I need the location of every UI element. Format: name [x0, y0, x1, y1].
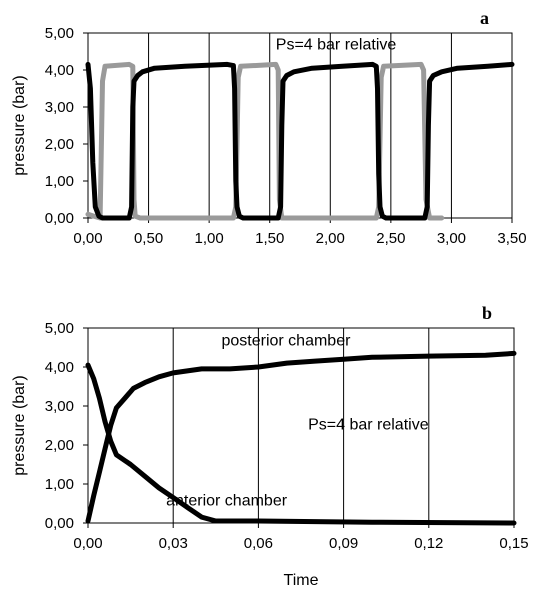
x-tick-label: 0,00	[73, 230, 102, 247]
x-tick-label: 1,50	[255, 230, 284, 247]
y-tick-label: 2,00	[45, 437, 74, 454]
x-tick-label: 0,09	[329, 535, 358, 552]
x-tick-label: 0,50	[134, 230, 163, 247]
y-tick-label: 2,00	[45, 136, 74, 153]
x-tick-label: 3,00	[437, 230, 466, 247]
chart-panel-a: 0,00 0,50 1,00 1,50 2,00 2,50 3,00 3,50 0,00 1,00…	[11, 8, 527, 247]
annotation-b-0: posterior chamber	[221, 333, 351, 350]
y-tick-label: 0,00	[45, 515, 74, 532]
annotation-b-1: Ps=4 bar relative	[308, 416, 429, 433]
chart-panel-b: 0,00 0,03 0,06 0,09 0,12 0,15 0,00 1,00 2,00 3,00…	[11, 303, 529, 589]
x-tick-label: 3,50	[497, 230, 526, 247]
y-tick-label: 3,00	[45, 99, 74, 116]
series-line-b-1	[85, 362, 517, 526]
annotation-b-2: anterior chamber	[166, 492, 288, 509]
x-tick-label: 0,06	[244, 535, 273, 552]
x-tick-label: 0,12	[414, 535, 443, 552]
x-tick-label: 0,03	[159, 535, 188, 552]
y-tick-label: 1,00	[45, 173, 74, 190]
y-tick-label: 4,00	[45, 62, 74, 79]
x-tick-label: 2,00	[316, 230, 345, 247]
x-tick-label: 2,50	[376, 230, 405, 247]
x-tick-label: 0,15	[499, 535, 528, 552]
y-tick-label: 1,00	[45, 476, 74, 493]
x-tick-label: 1,00	[195, 230, 224, 247]
x-tick-label: 0,00	[73, 535, 102, 552]
panel-label-a: a	[480, 8, 489, 28]
annotation-a-0: Ps=4 bar relative	[276, 37, 397, 54]
plot-frame-a	[87, 32, 513, 219]
series-line-b-0	[85, 350, 517, 524]
y-tick-label: 0,00	[45, 210, 74, 227]
y-axis-title-a: pressure (bar)	[11, 75, 28, 175]
y-tick-label: 5,00	[45, 320, 74, 337]
panel-label-b: b	[482, 303, 492, 323]
series-line-a-1	[85, 61, 515, 221]
y-tick-label: 3,00	[45, 398, 74, 415]
y-axis-title-b: pressure (bar)	[11, 375, 28, 475]
series-line-a-0	[85, 61, 445, 221]
x-axis-title-b: Time	[284, 572, 319, 589]
y-tick-label: 4,00	[45, 359, 74, 376]
y-tick-label: 5,00	[45, 25, 74, 42]
